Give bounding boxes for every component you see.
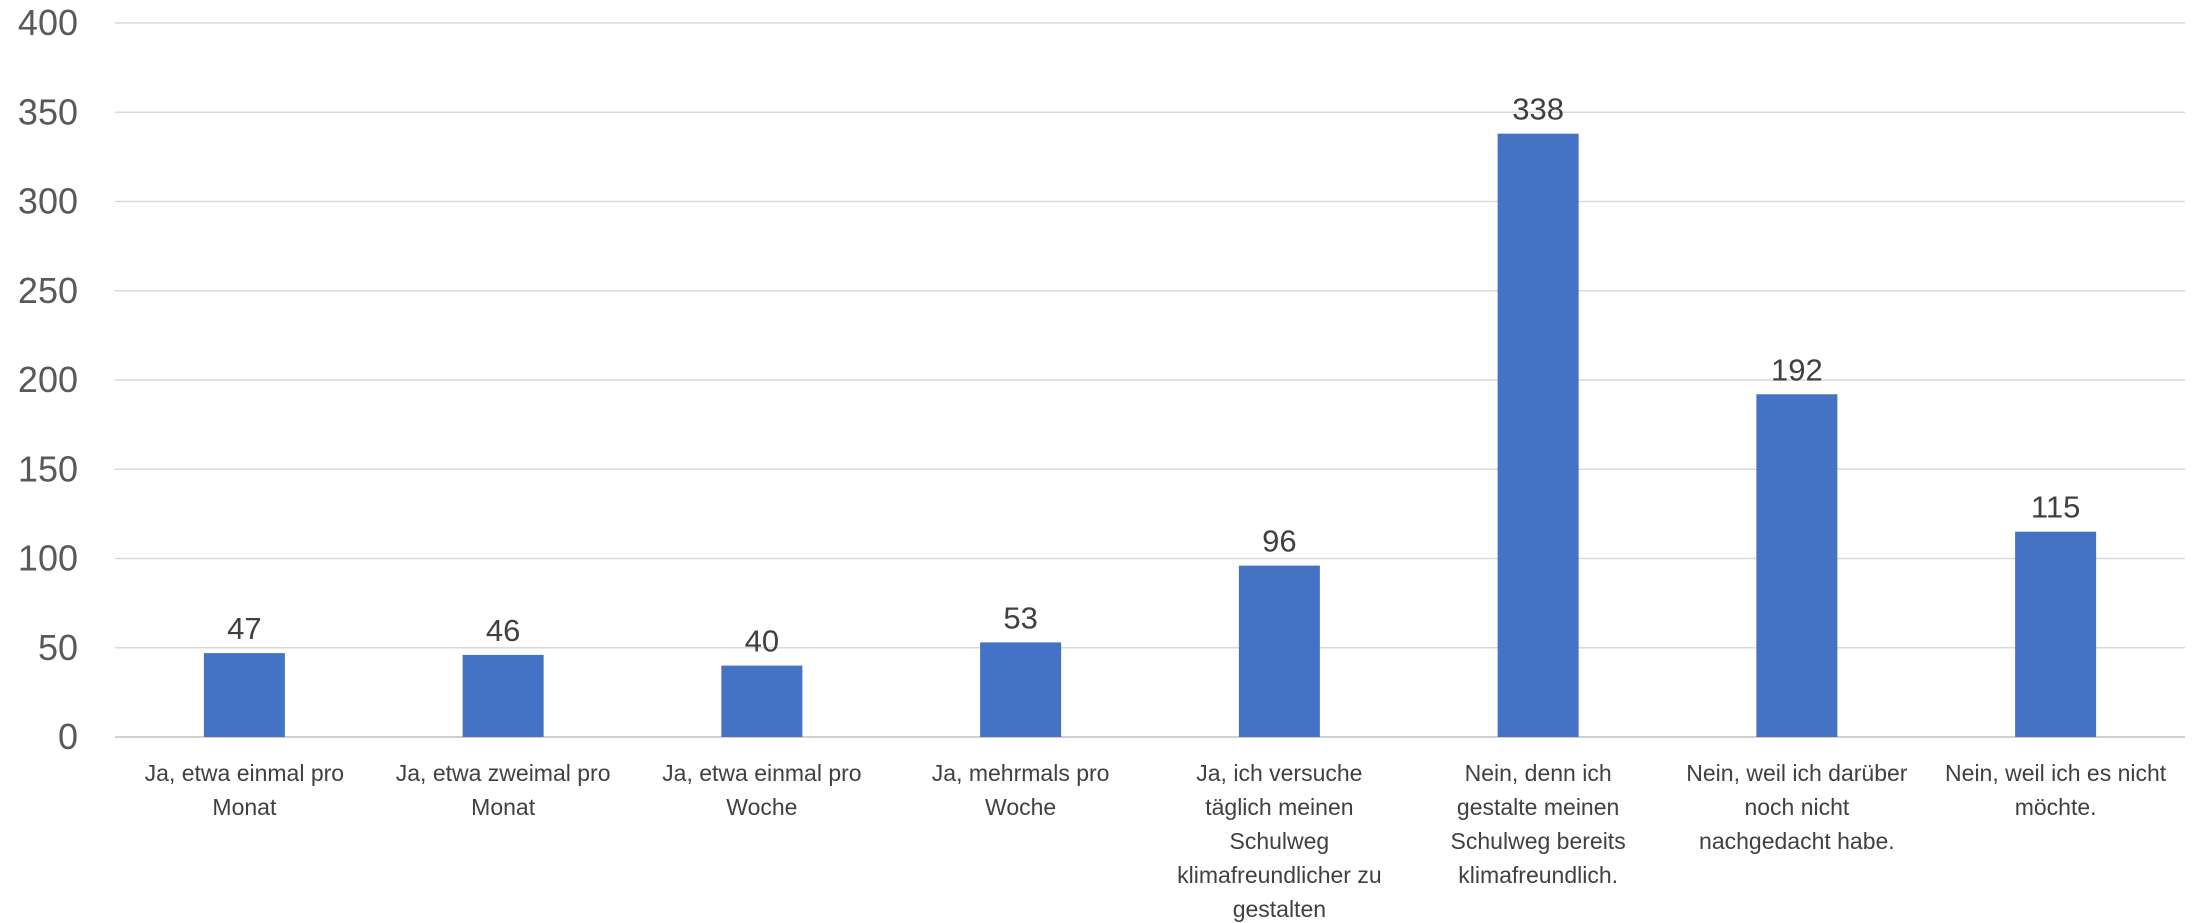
bar (980, 642, 1062, 737)
bar (1238, 565, 1320, 737)
y-axis-tick-labels: 0 50 100 150 200 250 300 350 400 (18, 2, 78, 757)
x-tick-label-line: Ja, mehrmals pro (932, 760, 1110, 786)
x-tick-label-line: klimafreundlich. (1458, 862, 1618, 888)
data-label: 115 (2031, 490, 2080, 525)
data-labels: 47 46 40 53 96 338 192 115 (227, 92, 2080, 659)
x-tick-label-line: täglich meinen (1205, 794, 1353, 820)
x-tick-label: Ja, ich versuche täglich meinen Schulweg kl… (1177, 760, 1382, 922)
x-tick-label-line: nachgedacht habe. (1699, 828, 1895, 854)
data-label: 46 (486, 613, 520, 648)
y-tick-label: 150 (18, 448, 78, 489)
x-tick-label-line: klimafreundlicher zu (1177, 862, 1382, 888)
x-tick-label: Nein, weil ich darüber noch nicht nachgeda… (1686, 760, 1908, 854)
bar (1756, 394, 1838, 737)
y-tick-label: 400 (18, 2, 78, 43)
bar (721, 665, 803, 737)
x-tick-label-line: Ja, ich versuche (1196, 760, 1362, 786)
x-tick-label-line: Ja, etwa einmal pro (662, 760, 861, 786)
data-label: 96 (1262, 524, 1296, 559)
y-tick-label: 0 (58, 716, 78, 757)
x-tick-label: Ja, etwa zweimal pro Monat (396, 760, 611, 820)
x-tick-label: Nein, weil ich es nicht möchte. (1945, 760, 2167, 820)
x-tick-label-line: Monat (471, 794, 536, 820)
x-tick-label-line: möchte. (2015, 794, 2097, 820)
x-tick-label: Ja, etwa einmal pro Monat (145, 760, 344, 820)
x-tick-label-line: Schulweg (1230, 828, 1330, 854)
bars (203, 133, 2097, 738)
x-tick-label-line: gestalten (1233, 896, 1326, 922)
x-tick-label: Nein, denn ich gestalte meinen Schulweg be… (1451, 760, 1626, 888)
data-label: 192 (1771, 352, 1823, 387)
y-tick-label: 200 (18, 359, 78, 400)
gridlines (115, 22, 2185, 738)
x-tick-label-line: gestalte meinen (1457, 794, 1619, 820)
x-tick-label: Ja, mehrmals pro Woche (932, 760, 1110, 820)
data-label: 47 (227, 611, 261, 646)
x-tick-label-line: noch nicht (1744, 794, 1849, 820)
x-tick-label-line: Nein, weil ich darüber (1686, 760, 1908, 786)
x-tick-label-line: Monat (212, 794, 277, 820)
y-tick-label: 250 (18, 270, 78, 311)
x-tick-label-line: Woche (985, 794, 1056, 820)
data-label: 53 (1003, 600, 1037, 635)
bar (203, 653, 285, 737)
x-tick-label-line: Woche (726, 794, 797, 820)
x-tick-label-line: Ja, etwa zweimal pro (396, 760, 611, 786)
y-tick-label: 100 (18, 538, 78, 579)
x-tick-label: Ja, etwa einmal pro Woche (662, 760, 861, 820)
data-label: 40 (745, 624, 779, 659)
x-tick-label-line: Ja, etwa einmal pro (145, 760, 344, 786)
bar (462, 654, 544, 737)
x-tick-label-line: Nein, denn ich (1465, 760, 1612, 786)
bar (2015, 531, 2097, 737)
y-tick-label: 350 (18, 91, 78, 132)
x-tick-label-line: Nein, weil ich es nicht (1945, 760, 2167, 786)
data-label: 338 (1512, 92, 1564, 127)
y-tick-label: 300 (18, 181, 78, 222)
bar (1497, 133, 1579, 738)
y-tick-label: 50 (38, 627, 78, 668)
x-tick-label-line: Schulweg bereits (1451, 828, 1626, 854)
